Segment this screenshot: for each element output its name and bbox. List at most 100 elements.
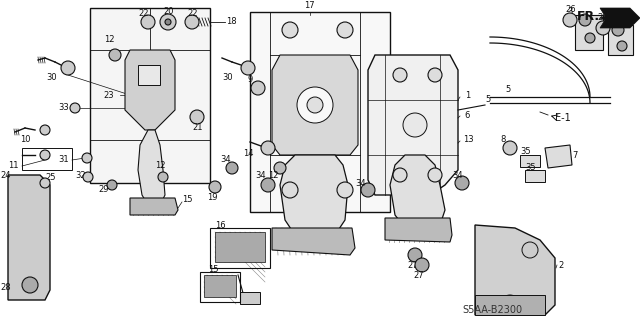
Text: 17: 17 [304,1,315,10]
Text: 12: 12 [268,171,278,180]
Circle shape [393,168,407,182]
Text: 1: 1 [465,91,470,100]
Text: 5: 5 [485,95,490,105]
Bar [200,272,240,302]
Text: 35: 35 [520,148,531,156]
Circle shape [408,248,422,262]
Text: 33: 33 [58,102,68,111]
Text: 16: 16 [215,220,226,229]
Circle shape [40,125,50,135]
Text: S5AA-B2300: S5AA-B2300 [462,305,522,315]
Circle shape [40,178,50,188]
Bar [520,155,540,167]
Circle shape [22,277,38,293]
Bar [575,15,603,50]
Polygon shape [8,175,50,300]
Text: 9: 9 [248,76,253,84]
Circle shape [393,68,407,82]
Bar [138,65,160,85]
Text: 5: 5 [505,85,510,94]
Polygon shape [385,218,452,242]
Circle shape [428,68,442,82]
Text: 15: 15 [182,196,193,204]
Text: 35: 35 [525,163,536,172]
Circle shape [251,81,265,95]
Circle shape [579,14,591,26]
Text: 8: 8 [500,135,506,145]
Text: 19: 19 [207,194,218,203]
Text: 2: 2 [558,260,563,269]
Circle shape [563,13,577,27]
Polygon shape [280,155,348,240]
Bar [250,12,390,212]
Text: 12: 12 [104,36,115,44]
Circle shape [185,15,199,29]
Circle shape [274,162,286,174]
Circle shape [596,21,610,35]
Text: 24: 24 [0,171,10,180]
Circle shape [500,295,520,315]
Text: 34: 34 [220,156,230,164]
Circle shape [585,33,595,43]
Text: 6: 6 [464,110,469,119]
Circle shape [337,182,353,198]
Circle shape [165,19,171,25]
Text: 21: 21 [192,124,202,132]
Circle shape [361,183,375,197]
Circle shape [109,49,121,61]
Bar [90,8,210,183]
Circle shape [307,97,323,113]
Bar [210,228,270,268]
Text: 30: 30 [222,74,232,83]
Text: 30: 30 [46,74,56,83]
Text: 3: 3 [567,7,572,17]
Circle shape [82,153,92,163]
Circle shape [141,15,155,29]
Bar [22,148,72,170]
Text: 31: 31 [58,156,68,164]
Circle shape [522,242,538,258]
Polygon shape [272,228,355,255]
Text: 12: 12 [155,161,166,170]
Circle shape [282,182,298,198]
Polygon shape [130,198,178,215]
Circle shape [415,258,429,272]
Text: 14: 14 [243,148,253,157]
Bar [525,170,545,182]
Polygon shape [545,145,572,168]
Circle shape [428,168,442,182]
Circle shape [297,87,333,123]
Circle shape [241,61,255,75]
Text: 34: 34 [452,171,463,180]
Bar [240,292,260,304]
Circle shape [209,181,221,193]
Circle shape [61,61,75,75]
Polygon shape [475,295,545,315]
Text: 34: 34 [255,172,266,180]
Polygon shape [600,8,640,28]
Text: FR.: FR. [577,10,600,22]
Circle shape [617,41,627,51]
Text: 26: 26 [597,13,607,22]
Polygon shape [390,155,445,232]
Polygon shape [272,55,358,155]
Circle shape [70,103,80,113]
Circle shape [261,141,275,155]
Bar [215,232,265,262]
Circle shape [226,162,238,174]
Text: 11: 11 [8,162,19,171]
Text: 20: 20 [163,7,173,17]
Circle shape [282,22,298,38]
Text: E-1: E-1 [555,113,571,123]
Circle shape [190,110,204,124]
Text: 27: 27 [407,260,418,269]
Circle shape [455,176,469,190]
Bar [204,275,236,297]
Circle shape [261,178,275,192]
Text: 10: 10 [20,135,31,145]
Text: 13: 13 [463,135,474,145]
Text: 28: 28 [0,284,11,292]
Text: 25: 25 [45,173,56,182]
Polygon shape [125,50,175,130]
Circle shape [337,22,353,38]
